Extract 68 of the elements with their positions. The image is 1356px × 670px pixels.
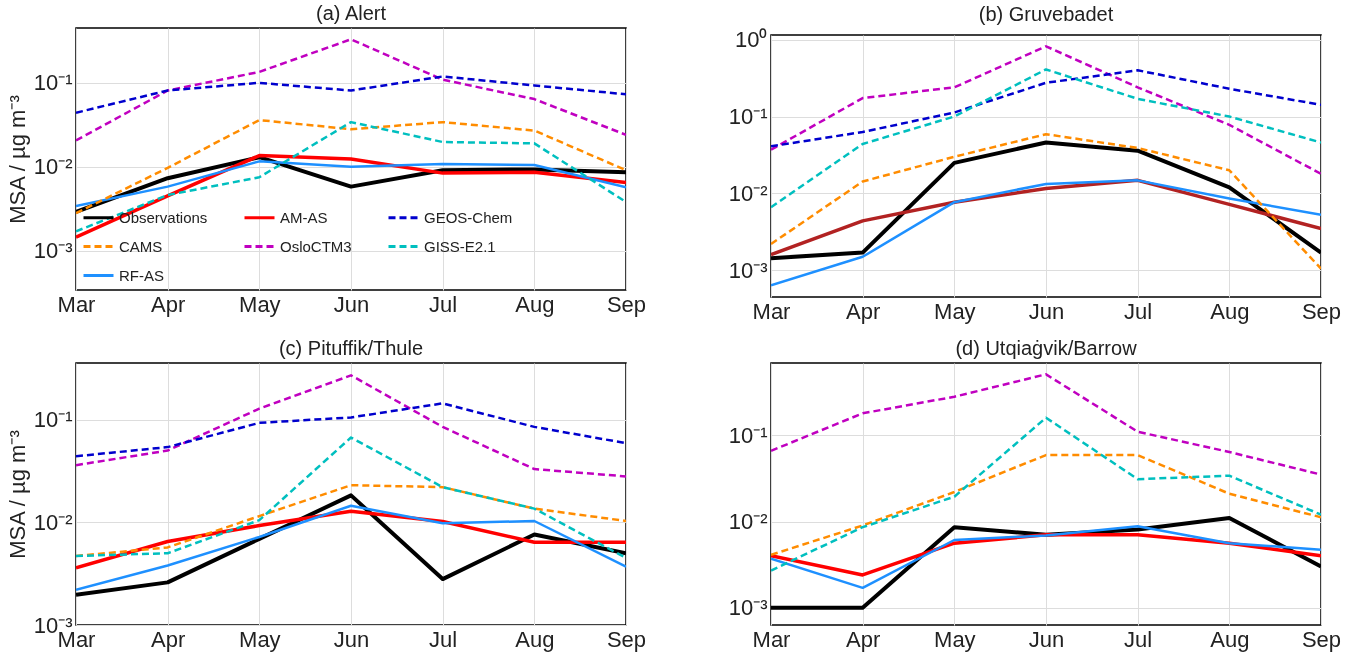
y-tick-label: 10⁻¹ — [33, 407, 73, 433]
y-tick-label: 10⁻² — [33, 509, 73, 535]
y-axis-title: MSA / µg m⁻³ — [4, 95, 30, 224]
line-series — [76, 160, 626, 208]
legend-label: AM-AS — [280, 208, 328, 226]
x-tick-label: Aug — [1210, 298, 1250, 324]
x-tick-label: Jun — [1028, 626, 1065, 652]
y-tick-label: 10⁻¹ — [728, 104, 768, 130]
line-series — [76, 402, 626, 458]
x-tick-label: May — [239, 626, 281, 652]
y-tick-label: 10⁰ — [735, 27, 768, 53]
line-series — [771, 179, 1321, 287]
x-tick-label: May — [239, 291, 281, 317]
legend-label: GISS-E2.1 — [424, 237, 496, 255]
legend-label: RF-AS — [119, 266, 164, 284]
legend-label: OsloCTM3 — [280, 237, 352, 255]
chart-title: (a) Alert — [315, 2, 387, 24]
line-series — [771, 68, 1321, 209]
line-series — [771, 416, 1321, 572]
y-tick-label: 10⁻² — [33, 154, 73, 180]
x-tick-label: Sep — [606, 626, 647, 652]
x-tick-label: Jun — [1028, 298, 1065, 324]
legend-label: GEOS-Chem — [424, 208, 513, 226]
y-tick-label: 10⁻³ — [728, 595, 768, 621]
line-series — [76, 483, 626, 558]
chart-title: (b) Gruvebadet — [978, 2, 1114, 25]
line-series — [76, 436, 626, 560]
x-tick-label: Sep — [606, 291, 647, 317]
x-tick-label: Mar — [57, 291, 96, 317]
line-series — [76, 38, 626, 142]
x-tick-label: Sep — [1301, 298, 1342, 324]
legend-label: CAMS — [119, 237, 163, 255]
x-tick-label: May — [934, 298, 976, 324]
line-series — [771, 453, 1321, 557]
x-tick-label: May — [934, 626, 976, 652]
line-series — [76, 504, 626, 592]
x-tick-label: Aug — [515, 291, 555, 317]
y-axis-title: MSA / µg m⁻³ — [4, 430, 30, 559]
x-tick-label: Jun — [333, 626, 370, 652]
line-series — [771, 525, 1321, 590]
line-series — [76, 120, 626, 233]
x-tick-label: Jul — [429, 626, 458, 652]
y-tick-label: 10⁻³ — [33, 238, 73, 264]
x-tick-label: Mar — [752, 298, 791, 324]
chart-title: (d) Utqiaġvik/Barrow — [955, 337, 1138, 359]
line-series — [76, 374, 626, 478]
line-series — [771, 45, 1321, 176]
x-tick-label: Apr — [846, 298, 881, 324]
x-tick-label: Mar — [752, 626, 791, 652]
x-tick-label: Apr — [846, 626, 881, 652]
y-tick-label: 10⁻³ — [728, 257, 768, 283]
x-tick-label: Apr — [151, 626, 186, 652]
y-tick-label: 10⁻¹ — [33, 70, 73, 96]
x-tick-label: Aug — [515, 626, 555, 652]
legend-label: Observations — [119, 208, 208, 226]
x-tick-label: Sep — [1301, 626, 1342, 652]
y-tick-label: 10⁻² — [728, 180, 768, 206]
y-tick-label: 10⁻² — [728, 509, 768, 535]
x-tick-label: Apr — [151, 291, 186, 317]
x-tick-label: Jul — [429, 291, 458, 317]
x-tick-label: Jul — [1124, 298, 1153, 324]
line-series — [771, 69, 1321, 148]
chart-title: (c) Pituffik/Thule — [278, 337, 424, 359]
y-tick-label: 10⁻¹ — [728, 422, 768, 448]
x-tick-label: Jun — [333, 291, 370, 317]
x-tick-label: Jul — [1124, 626, 1153, 652]
line-series — [76, 75, 626, 114]
x-tick-label: Aug — [1210, 626, 1250, 652]
